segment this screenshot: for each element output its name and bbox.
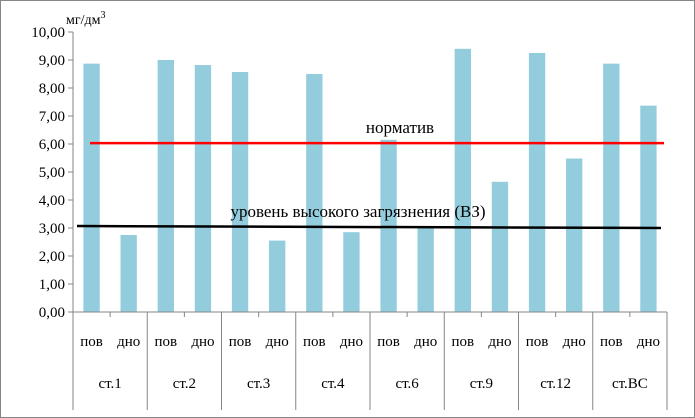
x-group-label: ст.12 <box>540 376 571 392</box>
y-tick-label: 3,00 <box>39 221 65 237</box>
x-subcategory-label: пов <box>155 334 178 350</box>
bar <box>231 72 249 312</box>
y-tick-label: 1,00 <box>39 277 65 293</box>
bar <box>306 74 323 312</box>
y-unit-superscript: 3 <box>100 10 105 21</box>
x-group-label: ст.6 <box>395 376 419 392</box>
bar <box>194 65 212 312</box>
bar <box>417 228 434 312</box>
x-subcategory-label: пов <box>377 334 400 350</box>
y-tick-label: 6,00 <box>39 137 65 153</box>
x-subcategory-label: дно <box>637 334 660 350</box>
bar <box>640 105 657 312</box>
bars <box>83 48 657 313</box>
x-subcategory-label: дно <box>488 334 511 350</box>
x-subcategory-label: пов <box>80 334 103 350</box>
x-group-label: ст.ВС <box>612 376 648 392</box>
y-tick-label: 0,00 <box>39 305 65 321</box>
x-subcategory-label: дно <box>266 334 289 350</box>
x-group-label: ст.3 <box>247 376 270 392</box>
x-subcategory-label: дно <box>414 334 437 350</box>
y-tick-label: 10,00 <box>31 25 65 41</box>
bar <box>269 240 286 312</box>
bar <box>83 63 100 312</box>
x-group-label: ст.2 <box>173 376 196 392</box>
x-subcategory-label: пов <box>526 334 549 350</box>
y-tick-label: 5,00 <box>39 165 65 181</box>
y-tick-label: 4,00 <box>39 193 65 209</box>
bar <box>603 63 620 312</box>
x-subcategory-label: пов <box>229 334 252 350</box>
x-group-label: ст.9 <box>470 376 493 392</box>
y-tick-label: 7,00 <box>39 109 65 125</box>
y-tick-label: 8,00 <box>39 81 65 97</box>
high-pollution-line <box>76 224 662 230</box>
x-subcategory-label: пов <box>452 334 475 350</box>
reference-lines: норматив уровень высокого загрязнения (ВЗ… <box>76 118 664 230</box>
x-group-label: ст.4 <box>321 376 345 392</box>
x-subcategory-label: пов <box>303 334 326 350</box>
x-subcategory-label: дно <box>191 334 214 350</box>
bar <box>528 53 546 312</box>
bar <box>157 60 174 312</box>
x-group-label: ст.1 <box>98 376 121 392</box>
x-subcategory-label: дно <box>117 334 140 350</box>
y-axis: 0,00 1,00 2,00 3,00 4,00 5,00 6,00 7,00 8,00 9,00… <box>31 25 74 321</box>
x-subcategory-label: дно <box>340 334 363 350</box>
x-subcategory-label: пов <box>600 334 623 350</box>
y-tick-label: 2,00 <box>39 249 65 265</box>
y-unit-text: мг/дм <box>66 13 101 28</box>
y-unit-label: мг/дм3 <box>66 10 105 28</box>
normative-label: норматив <box>366 118 434 137</box>
bar <box>120 235 137 312</box>
bar <box>343 232 360 312</box>
y-tick-label: 9,00 <box>39 53 65 69</box>
bar <box>454 48 471 313</box>
high-pollution-label: уровень высокого загрязнения (ВЗ) <box>230 202 485 221</box>
bar <box>491 181 509 312</box>
x-subcategory-label: дно <box>563 334 586 350</box>
bar <box>566 158 583 312</box>
